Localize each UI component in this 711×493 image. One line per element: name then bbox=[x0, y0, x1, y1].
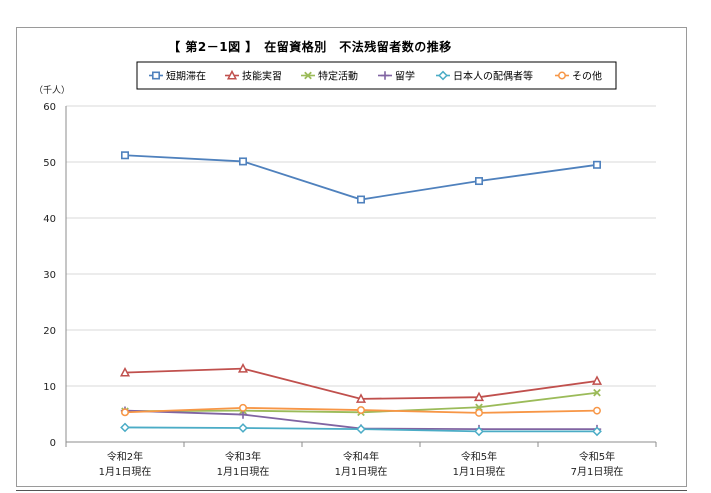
legend-label: 日本人の配偶者等 bbox=[453, 70, 533, 83]
data-point bbox=[474, 177, 483, 186]
legend-label: 技能実習 bbox=[242, 70, 282, 83]
data-point bbox=[474, 426, 484, 437]
legend-marker bbox=[558, 71, 566, 80]
x-tick-label: 令和3年 bbox=[225, 450, 261, 463]
data-point bbox=[475, 408, 483, 417]
legend-marker bbox=[380, 71, 390, 80]
legend-label: 特定活動 bbox=[318, 70, 358, 83]
data-point bbox=[592, 426, 602, 437]
legend-marker bbox=[304, 71, 312, 80]
data-point bbox=[121, 151, 130, 160]
data-point bbox=[591, 375, 603, 385]
x-tick-label: 令和4年 bbox=[343, 450, 379, 463]
y-tick-label: 60 bbox=[43, 102, 56, 113]
data-point bbox=[121, 408, 129, 417]
data-point bbox=[237, 363, 249, 373]
data-point bbox=[356, 424, 366, 434]
data-point bbox=[593, 406, 601, 415]
data-point bbox=[357, 406, 365, 415]
data-point bbox=[238, 423, 248, 433]
y-tick-label: 0 bbox=[50, 438, 56, 449]
legend-label: 留学 bbox=[395, 70, 415, 83]
y-tick-label: 10 bbox=[43, 382, 56, 393]
x-tick-label: 令和5年 bbox=[579, 450, 615, 463]
data-point bbox=[592, 160, 601, 169]
legend-label: その他 bbox=[572, 70, 602, 83]
legend-marker bbox=[438, 70, 448, 81]
data-point bbox=[475, 403, 483, 412]
x-tick-label: 1月1日現在 bbox=[453, 466, 506, 478]
legend-marker bbox=[226, 69, 238, 80]
y-tick-label: 50 bbox=[43, 158, 56, 169]
y-tick-label: 40 bbox=[43, 214, 56, 225]
data-point bbox=[119, 366, 131, 377]
x-tick-label: 1月1日現在 bbox=[217, 466, 270, 478]
legend-marker bbox=[152, 71, 161, 80]
data-point bbox=[355, 393, 367, 403]
y-tick-label: 20 bbox=[43, 326, 56, 337]
data-point bbox=[473, 391, 485, 402]
chart-frame bbox=[16, 27, 687, 487]
y-axis-unit-label: （千人） bbox=[34, 85, 70, 96]
x-tick-label: 令和5年 bbox=[461, 450, 497, 463]
x-tick-label: 1月1日現在 bbox=[99, 466, 152, 478]
legend-label: 短期滞在 bbox=[166, 70, 206, 83]
data-point bbox=[593, 388, 601, 397]
chart-title: 【 第2－1図 】 在留資格別 不法残留者数の推移 bbox=[168, 40, 452, 54]
x-tick-label: 令和2年 bbox=[107, 450, 143, 463]
data-point bbox=[239, 157, 248, 166]
legend-box bbox=[136, 61, 617, 90]
data-point bbox=[120, 422, 130, 433]
x-tick-label: 1月1日現在 bbox=[335, 466, 388, 478]
y-tick-label: 30 bbox=[43, 270, 56, 281]
data-point bbox=[356, 195, 365, 204]
x-tick-label: 7月1日現在 bbox=[571, 466, 624, 478]
bottom-rule bbox=[16, 490, 687, 491]
data-point bbox=[239, 403, 247, 412]
